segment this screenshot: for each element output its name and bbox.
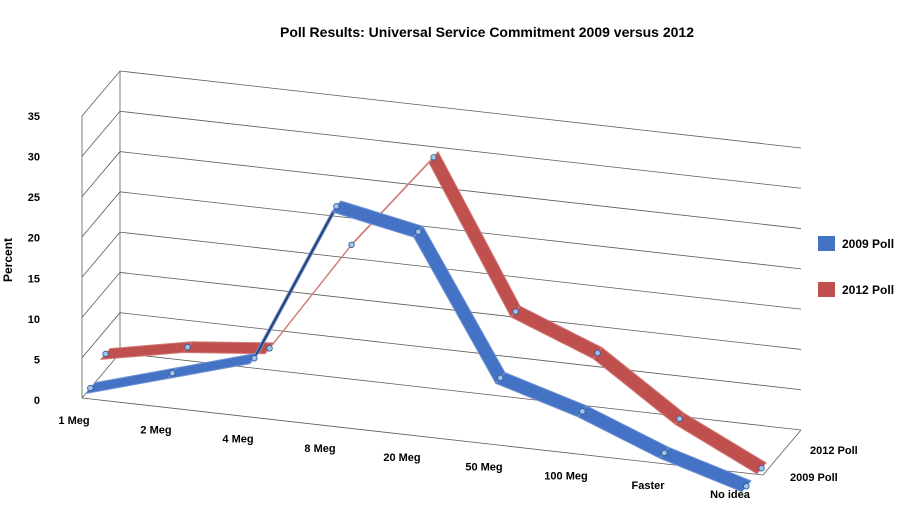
data-point — [512, 308, 519, 315]
data-point — [497, 374, 504, 382]
data-point — [266, 345, 273, 352]
legend-label: 2009 Poll — [842, 237, 894, 251]
x-tick-label: 50 Meg — [465, 461, 502, 473]
data-point — [251, 355, 258, 362]
gridlines — [81, 70, 802, 476]
x-tick-label: 1 Meg — [58, 415, 89, 427]
gridline — [81, 70, 802, 149]
chart-title: Poll Results: Universal Service Commitme… — [280, 24, 694, 40]
series-2012-poll — [99, 151, 767, 475]
legend: 2009 Poll 2012 Poll — [818, 236, 894, 297]
data-point — [594, 349, 601, 357]
y-tick-label: 25 — [28, 192, 40, 204]
legend-swatch — [818, 236, 835, 251]
x-tick-label: 8 Meg — [304, 443, 335, 455]
ribbon-segment — [494, 371, 588, 418]
x-axis-ticks: 1 Meg 2 Meg 4 Meg 8 Meg 20 Meg 50 Meg 100 Meg F… — [58, 415, 750, 501]
y-tick-label: 5 — [34, 354, 40, 366]
ribbon-segment — [99, 341, 194, 360]
ribbon-segment — [330, 200, 424, 238]
data-point — [430, 154, 437, 161]
legend-swatch — [818, 282, 835, 297]
y-axis-ticks: 0 5 10 15 20 25 30 35 — [28, 111, 40, 407]
ribbon-segment — [428, 151, 521, 318]
gridline — [81, 191, 802, 270]
series-ribbons — [84, 151, 767, 493]
data-point — [743, 483, 750, 490]
y-tick-label: 0 — [34, 395, 40, 407]
y-tick-label: 10 — [28, 314, 40, 326]
legend-label: 2012 Poll — [842, 283, 894, 297]
data-point — [348, 241, 355, 248]
x-tick-label: No idea — [710, 489, 751, 501]
x-tick-label: 100 Meg — [544, 471, 587, 483]
x-tick-label: Faster — [631, 480, 665, 492]
data-point — [102, 350, 109, 358]
data-point — [661, 449, 668, 457]
y-tick-label: 20 — [28, 233, 40, 245]
y-tick-label: 30 — [28, 152, 40, 164]
data-point — [676, 415, 683, 422]
y-axis-label: Percent — [1, 238, 15, 282]
data-point — [87, 384, 94, 392]
ribbon-segment — [510, 305, 603, 360]
floor-edge — [81, 397, 764, 476]
data-point — [579, 408, 586, 415]
x-tick-label: 2 Meg — [140, 424, 171, 436]
depth-label: 2009 Poll — [790, 472, 838, 484]
data-point — [184, 343, 191, 351]
ribbon-segment — [413, 225, 506, 385]
depth-axis-labels: 2012 Poll 2009 Poll — [790, 445, 858, 484]
depth-label: 2012 Poll — [810, 445, 858, 457]
y-tick-label: 15 — [28, 273, 40, 285]
ribbon-segment — [166, 352, 261, 380]
data-point — [333, 203, 340, 210]
ribbon-segment — [249, 200, 342, 364]
ribbon-segment — [592, 346, 685, 425]
series-2009-poll — [84, 200, 752, 493]
data-point — [415, 228, 422, 235]
x-tick-label: 4 Meg — [222, 434, 253, 446]
x-tick-label: 20 Meg — [383, 452, 420, 464]
data-point — [758, 465, 765, 472]
y-tick-label: 35 — [28, 111, 40, 123]
ribbon-segment — [84, 367, 179, 395]
data-point — [169, 369, 176, 377]
floor-edge — [762, 429, 802, 476]
